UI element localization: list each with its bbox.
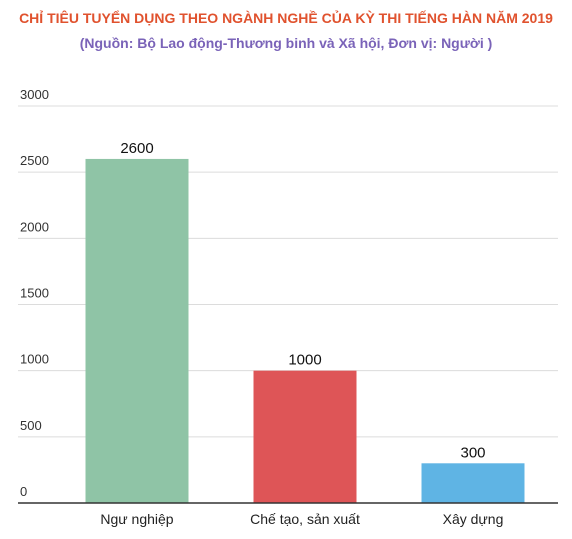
- bar-3: [421, 463, 525, 503]
- bar-2: [253, 370, 357, 503]
- bar-1: [85, 158, 189, 503]
- chart-title: CHỈ TIÊU TUYỂN DỤNG THEO NGÀNH NGHỀ CỦA …: [19, 10, 553, 26]
- y-tick-label-3000: 3000: [20, 87, 49, 102]
- y-tick-label-0: 0: [20, 484, 27, 499]
- chart-subtitle: (Nguồn: Bộ Lao động-Thương binh và Xã hộ…: [79, 35, 493, 51]
- x-category-label-3: Xây dựng: [443, 511, 504, 527]
- y-tick-label-1500: 1500: [20, 286, 49, 301]
- y-tick-label-2000: 2000: [20, 219, 49, 234]
- data-label-2: 1000: [288, 352, 321, 369]
- y-tick-label-500: 500: [20, 418, 42, 433]
- y-tick-label-2500: 2500: [20, 153, 49, 168]
- x-category-label-1: Ngư nghiệp: [100, 511, 173, 527]
- data-label-1: 2600: [120, 140, 153, 157]
- data-label-3: 300: [460, 444, 485, 461]
- y-tick-label-1000: 1000: [20, 352, 49, 367]
- x-category-label-2: Chế tạo, sản xuất: [250, 511, 360, 527]
